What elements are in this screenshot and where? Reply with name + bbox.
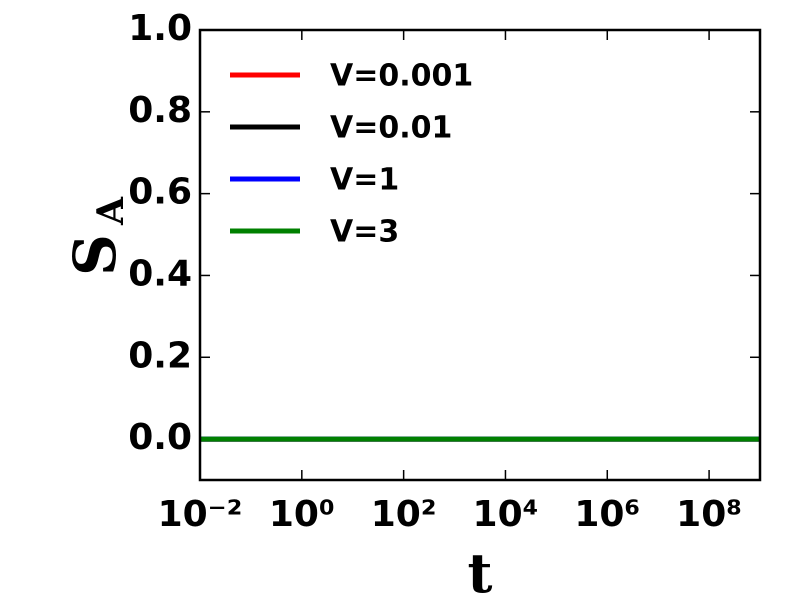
y-axis-label-group: S A xyxy=(61,196,132,276)
x-tick-label: 10⁸ xyxy=(676,494,742,535)
y-axis-label: S xyxy=(61,234,129,276)
y-axis-label-subscript: A xyxy=(90,196,132,226)
legend-label: V=0.01 xyxy=(330,111,452,146)
legend-label: V=3 xyxy=(330,215,399,250)
y-tick-label: 0.6 xyxy=(128,172,192,213)
x-tick-label: 10⁰ xyxy=(269,494,335,535)
x-tick-label: 10⁴ xyxy=(473,494,539,535)
plot-frame xyxy=(198,28,762,482)
x-tick-label: 10² xyxy=(371,494,437,535)
legend-label: V=1 xyxy=(330,163,399,198)
x-tick-label: 10⁶ xyxy=(574,494,640,535)
y-tick-label: 1.0 xyxy=(128,8,192,49)
y-tick-label: 0.8 xyxy=(128,90,192,131)
y-tick-label: 0.4 xyxy=(128,253,192,294)
y-tick-label: 0.2 xyxy=(128,335,192,376)
x-tick-label: 10⁻² xyxy=(158,494,243,535)
x-axis-label: t xyxy=(468,541,493,600)
legend-label: V=0.001 xyxy=(330,59,473,94)
y-tick-label: 0.0 xyxy=(128,417,192,458)
